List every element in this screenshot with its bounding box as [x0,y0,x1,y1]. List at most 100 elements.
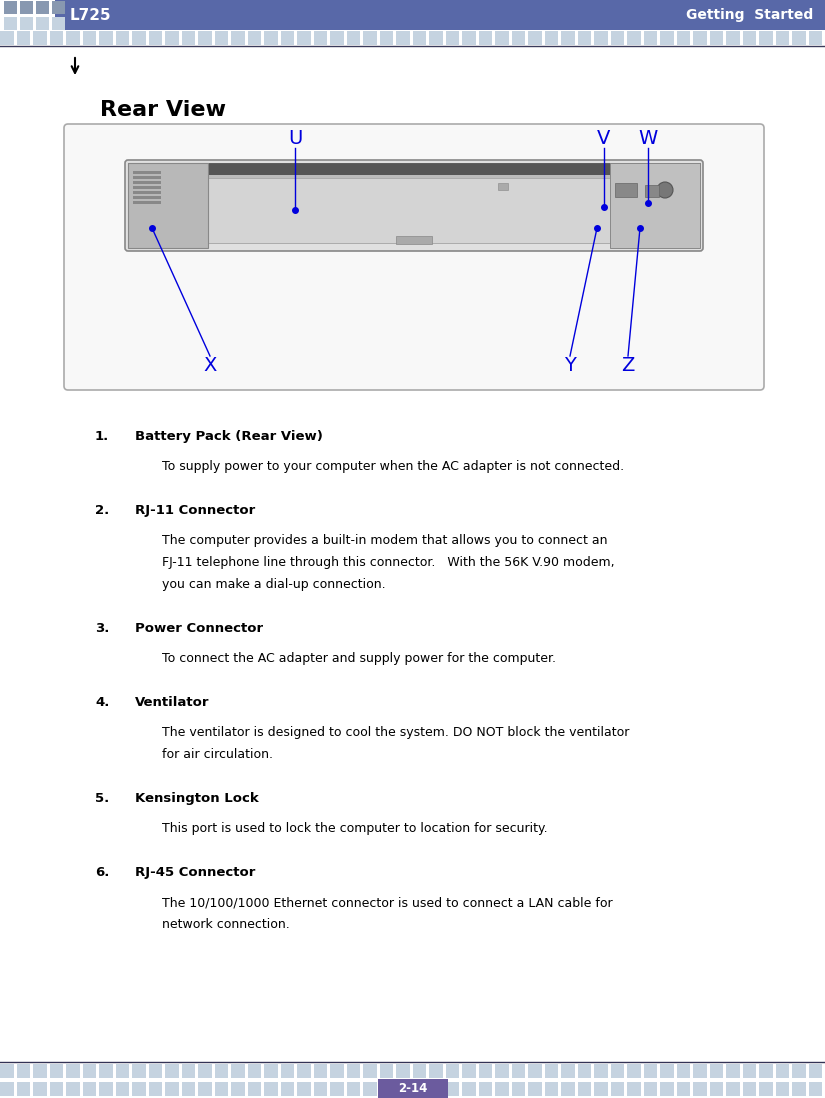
Bar [759,1064,772,1078]
Bar [544,1082,558,1096]
Bar [412,1064,426,1078]
Bar [130,178,698,243]
Text: Kensington Lock: Kensington Lock [135,792,259,805]
Bar [710,1064,723,1078]
Bar [198,1082,211,1096]
Bar [412,31,426,45]
Bar [396,236,432,244]
Text: Getting  Started: Getting Started [686,8,813,22]
Bar [378,1079,447,1098]
Bar [33,1064,46,1078]
Bar [50,1082,63,1096]
Bar [133,186,161,189]
Bar [4,1,17,14]
Bar [478,31,492,45]
Text: 4.: 4. [95,696,110,709]
Bar [792,1064,805,1078]
Bar [346,1082,360,1096]
Bar [495,1082,508,1096]
Bar [478,1064,492,1078]
Bar [710,1082,723,1096]
Bar [132,1082,145,1096]
Bar [660,1082,673,1096]
Bar [82,1064,96,1078]
Text: To supply power to your computer when the AC adapter is not connected.: To supply power to your computer when th… [162,460,625,473]
Bar [808,1082,822,1096]
Text: Ventilator: Ventilator [135,696,210,709]
Bar [759,31,772,45]
Bar [512,1064,525,1078]
Bar [116,31,129,45]
FancyBboxPatch shape [64,124,764,390]
Bar [561,1064,574,1078]
Bar [133,201,161,204]
Text: 2.: 2. [95,504,109,517]
Text: The computer provides a built-in modem that allows you to connect an: The computer provides a built-in modem t… [162,534,607,547]
Bar [182,31,195,45]
Bar [594,1082,607,1096]
Bar [594,31,607,45]
Bar [462,1064,475,1078]
Bar [578,1064,591,1078]
Bar [396,1064,409,1078]
Bar [52,1,65,14]
Bar [16,1082,30,1096]
Bar [610,1082,624,1096]
Bar [264,31,277,45]
Bar [0,1082,13,1096]
FancyBboxPatch shape [125,160,703,251]
Bar [380,1064,393,1078]
Bar [33,1082,46,1096]
Bar [660,31,673,45]
Bar [561,1082,574,1096]
Bar [363,1082,376,1096]
Bar [248,1064,261,1078]
Bar [346,1064,360,1078]
Bar [264,1064,277,1078]
Text: FJ-11 telephone line through this connector.   With the 56K V.90 modem,: FJ-11 telephone line through this connec… [162,556,615,569]
Bar [16,1064,30,1078]
Bar [148,31,162,45]
Text: 5.: 5. [95,792,109,805]
Text: This port is used to lock the computer to location for security.: This port is used to lock the computer t… [162,822,548,834]
Bar [446,31,459,45]
Bar [198,31,211,45]
Text: L725: L725 [70,8,111,22]
Bar [82,1082,96,1096]
Bar [693,31,706,45]
Bar [578,31,591,45]
Bar [231,1064,244,1078]
Bar [148,1064,162,1078]
Bar [544,1064,558,1078]
Bar [33,31,46,45]
Bar [462,1082,475,1096]
Bar [231,1082,244,1096]
Bar [429,31,442,45]
Bar [627,31,640,45]
Text: W: W [639,128,658,148]
Bar [676,1064,690,1078]
Bar [346,31,360,45]
Text: 3.: 3. [95,621,110,635]
Circle shape [657,182,673,198]
Bar [50,1064,63,1078]
Bar [495,31,508,45]
Bar [128,175,700,178]
Bar [429,1082,442,1096]
Bar [214,31,228,45]
Bar [36,16,49,30]
Text: 2-14: 2-14 [398,1083,427,1096]
Bar [676,1082,690,1096]
Bar [380,31,393,45]
Bar [498,183,508,190]
Text: network connection.: network connection. [162,918,290,931]
Bar [133,191,161,194]
Bar [214,1082,228,1096]
Bar [66,1082,79,1096]
Bar [198,1064,211,1078]
Bar [644,1064,657,1078]
Bar [280,1064,294,1078]
Bar [16,31,30,45]
Bar [528,1082,541,1096]
Bar [726,1082,739,1096]
